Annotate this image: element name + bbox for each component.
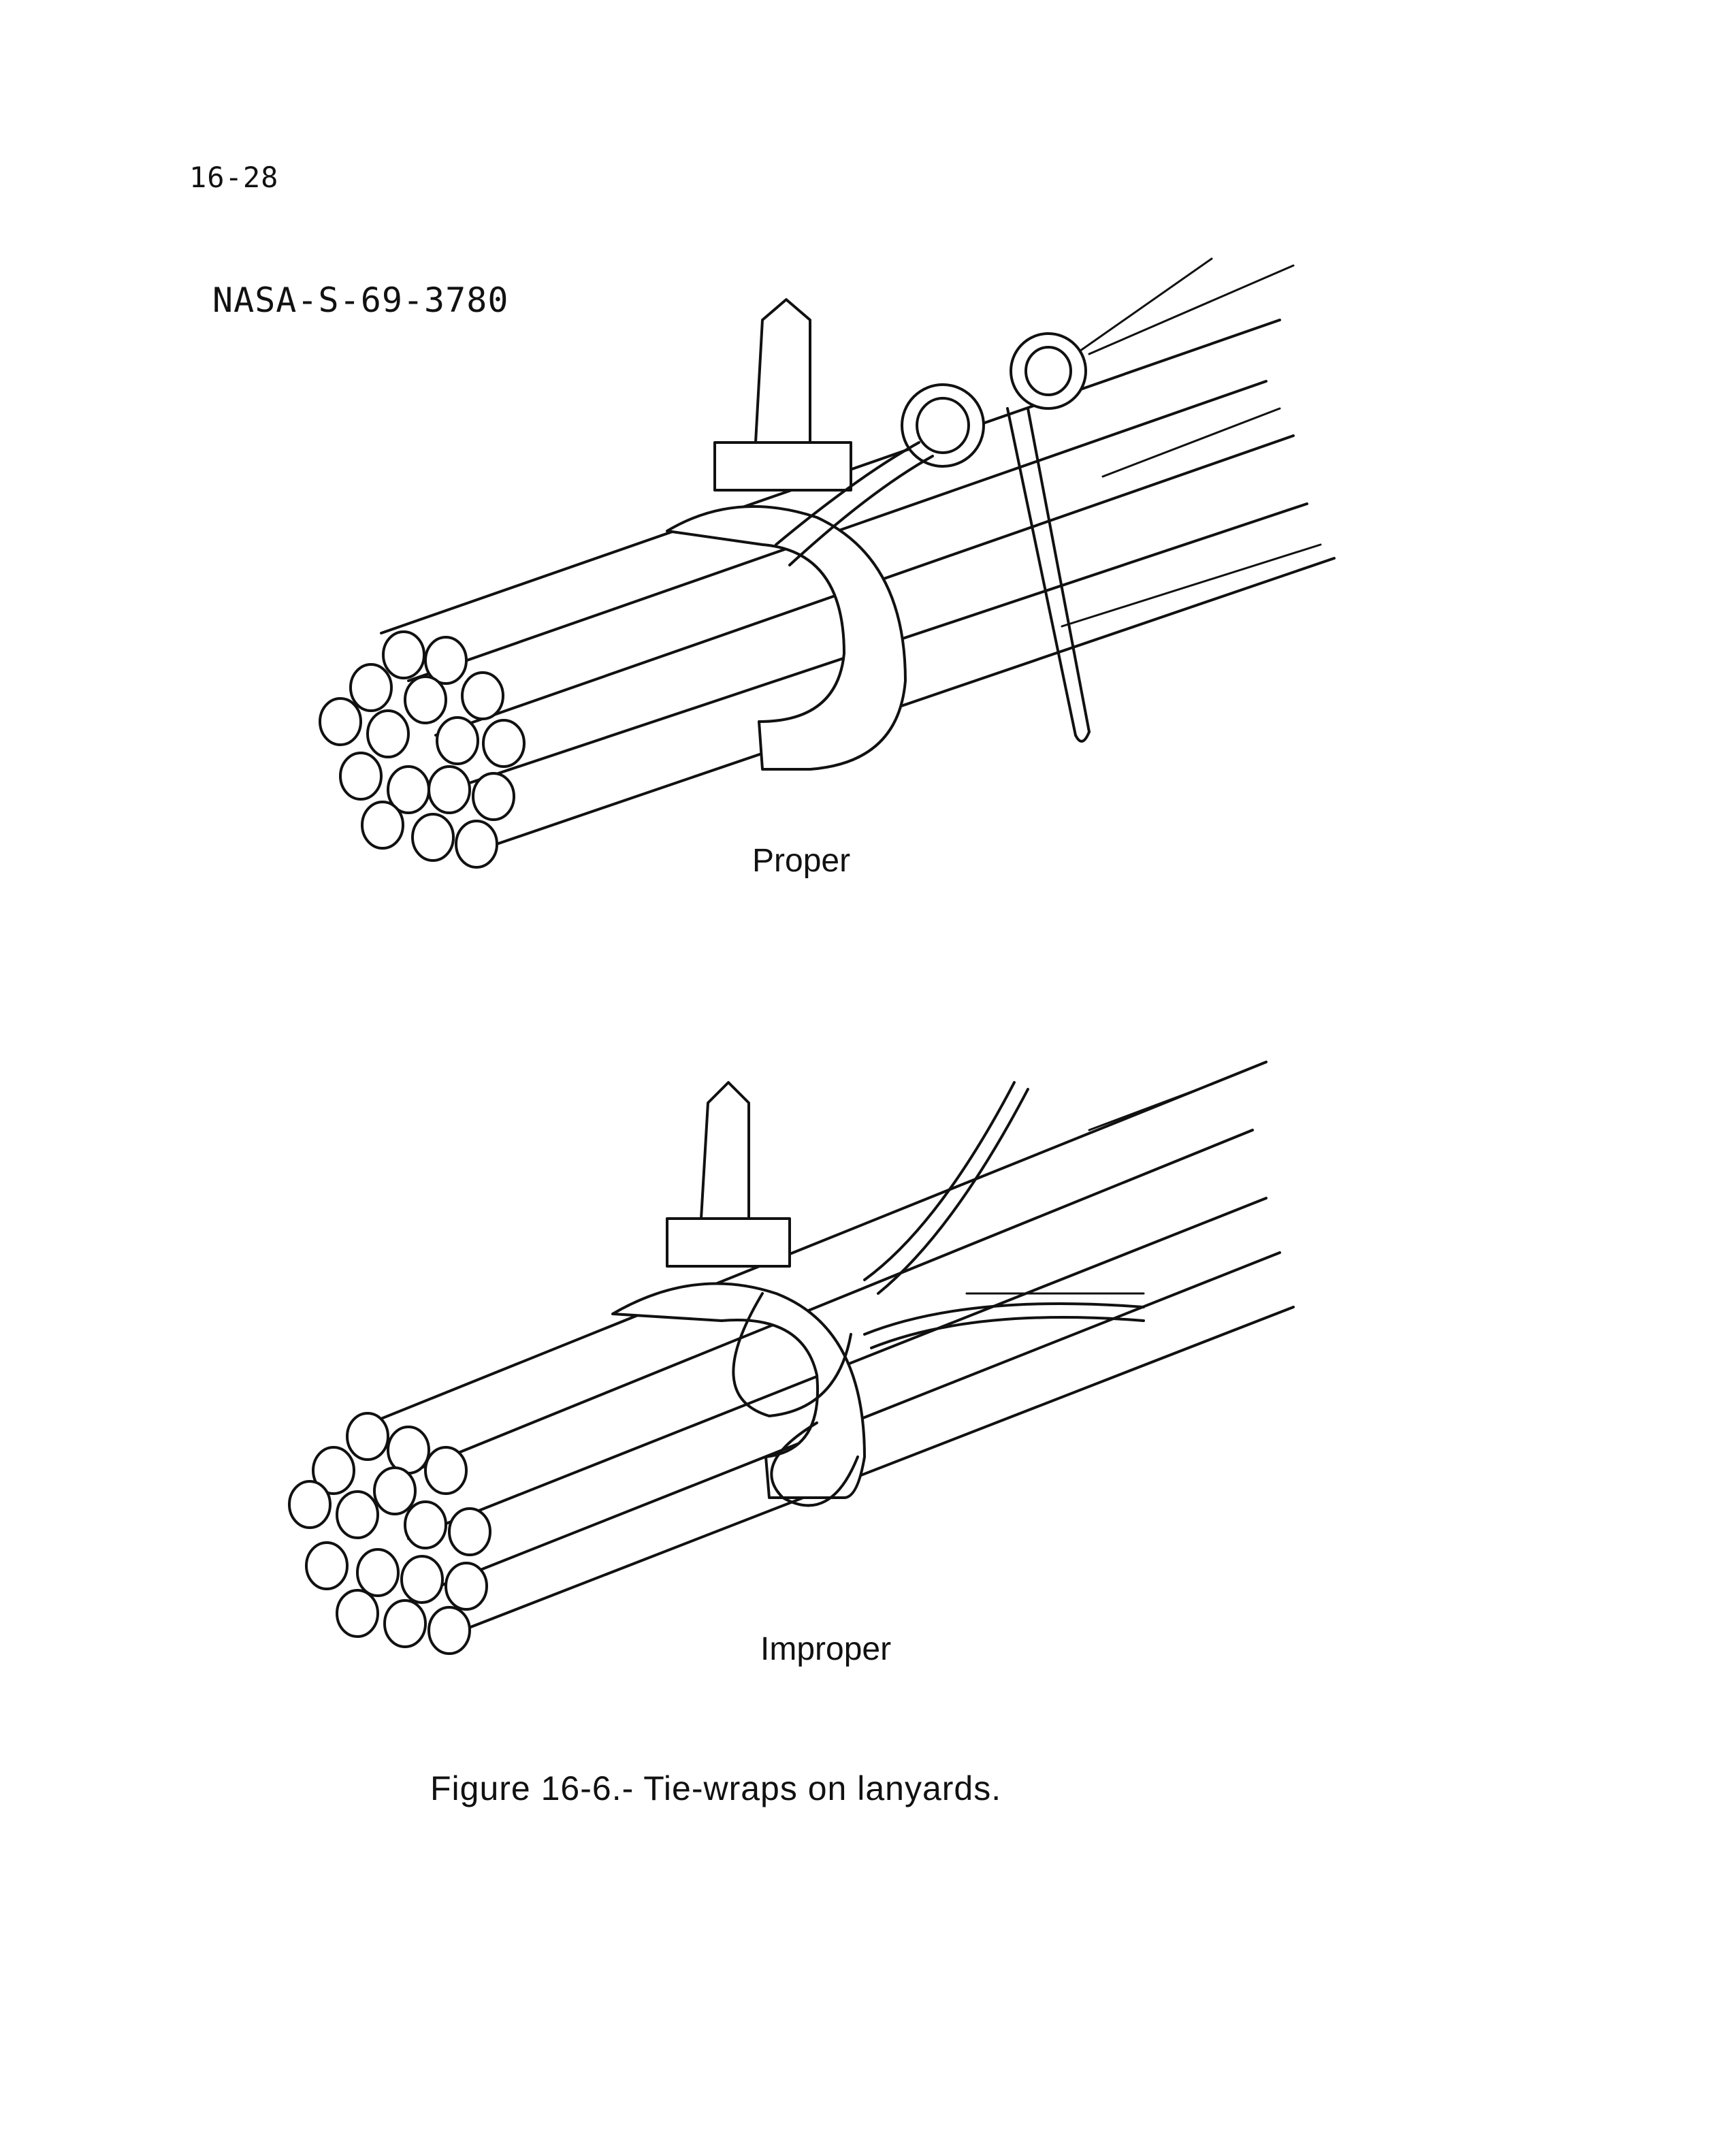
figure-caption: Figure 16-6.- Tie-wraps on lanyards. <box>430 1769 1002 1807</box>
wire-ends <box>320 632 524 867</box>
wire-ends <box>289 1413 490 1654</box>
lanyard <box>733 1082 1144 1505</box>
lanyard <box>776 334 1089 741</box>
wire-bundle <box>354 1062 1293 1641</box>
improper-tie-wrap-illustration <box>0 0 1727 1702</box>
tie-wrap <box>667 300 905 769</box>
proper-tie-wrap-illustration <box>0 0 1727 885</box>
proper-label: Proper <box>752 843 851 879</box>
tie-wrap <box>613 1082 865 1498</box>
improper-label: Improper <box>760 1631 892 1667</box>
figure-id: NASA-S-69-3780 <box>212 280 509 320</box>
page-number: 16-28 <box>189 161 279 194</box>
